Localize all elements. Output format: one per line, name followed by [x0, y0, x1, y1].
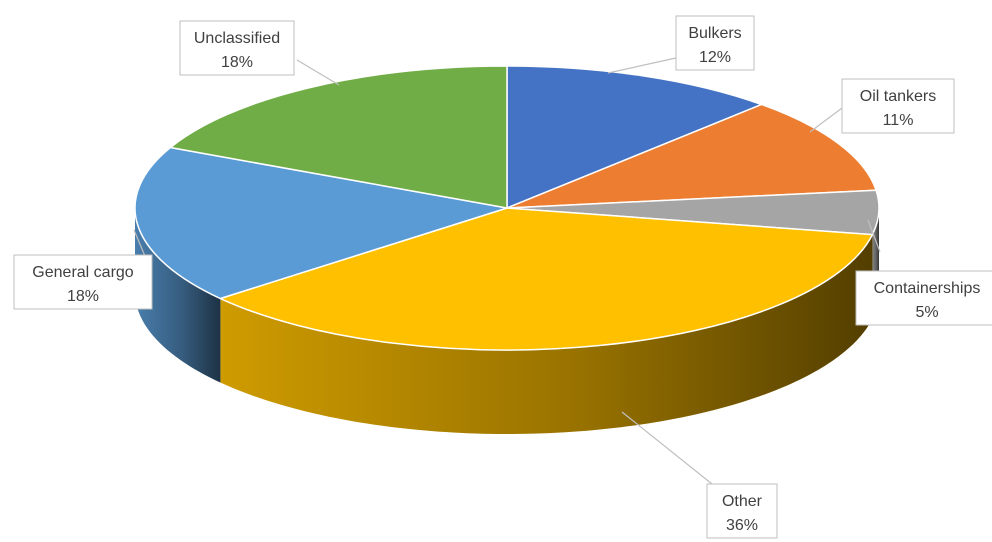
pie-slice-bulkers — [506, 65, 763, 209]
slice-name-containerships: Containerships — [874, 280, 981, 297]
leader-line-oil-tankers — [809, 107, 843, 133]
leader-line-unclassified — [296, 59, 340, 86]
pie-slice-general-cargo — [134, 146, 508, 300]
label-box-oil-tankers — [841, 78, 955, 134]
pie-slice-other — [219, 207, 874, 351]
leader-line-containerships — [867, 219, 881, 253]
slice-percent-bulkers: 12% — [699, 49, 731, 66]
data-label-unclassified: Unclassified 18% — [179, 20, 340, 86]
pie-slice-oil-tankers — [506, 103, 877, 209]
pie-side-shade-general-cargo — [135, 208, 221, 383]
label-box-bulkers — [675, 15, 755, 71]
pie-slices — [134, 65, 880, 351]
data-label-general-cargo: General cargo 18% — [13, 229, 153, 310]
data-label-other: Other 36% — [621, 411, 778, 539]
data-label-containerships: Containerships 5% — [855, 219, 992, 326]
slice-percent-containerships: 5% — [915, 304, 938, 321]
slice-name-bulkers: Bulkers — [688, 25, 741, 42]
slice-name-oil-tankers: Oil tankers — [860, 88, 936, 105]
data-label-bulkers: Bulkers 12% — [607, 15, 755, 74]
pie-slice-unclassified — [169, 65, 508, 209]
pie-sides — [135, 208, 879, 434]
label-box-unclassified — [179, 20, 295, 76]
pie-side-shade-other — [220, 234, 873, 434]
slice-percent-other: 36% — [726, 517, 758, 534]
leader-line-other — [621, 411, 713, 485]
leader-line-bulkers — [607, 57, 677, 74]
slice-name-unclassified: Unclassified — [194, 30, 280, 47]
slice-name-general-cargo: General cargo — [32, 264, 133, 281]
slice-percent-oil-tankers: 11% — [883, 112, 914, 129]
slice-percent-general-cargo: 18% — [67, 288, 99, 305]
slice-name-other: Other — [722, 493, 763, 510]
data-label-oil-tankers: Oil tankers 11% — [809, 78, 955, 134]
label-box-general-cargo — [13, 254, 153, 310]
slice-percent-unclassified: 18% — [221, 54, 253, 71]
label-box-other — [706, 483, 778, 539]
data-labels: Bulkers 12% Oil tankers 11% Containerships 5%… — [13, 15, 992, 539]
label-box-containerships — [855, 270, 992, 326]
